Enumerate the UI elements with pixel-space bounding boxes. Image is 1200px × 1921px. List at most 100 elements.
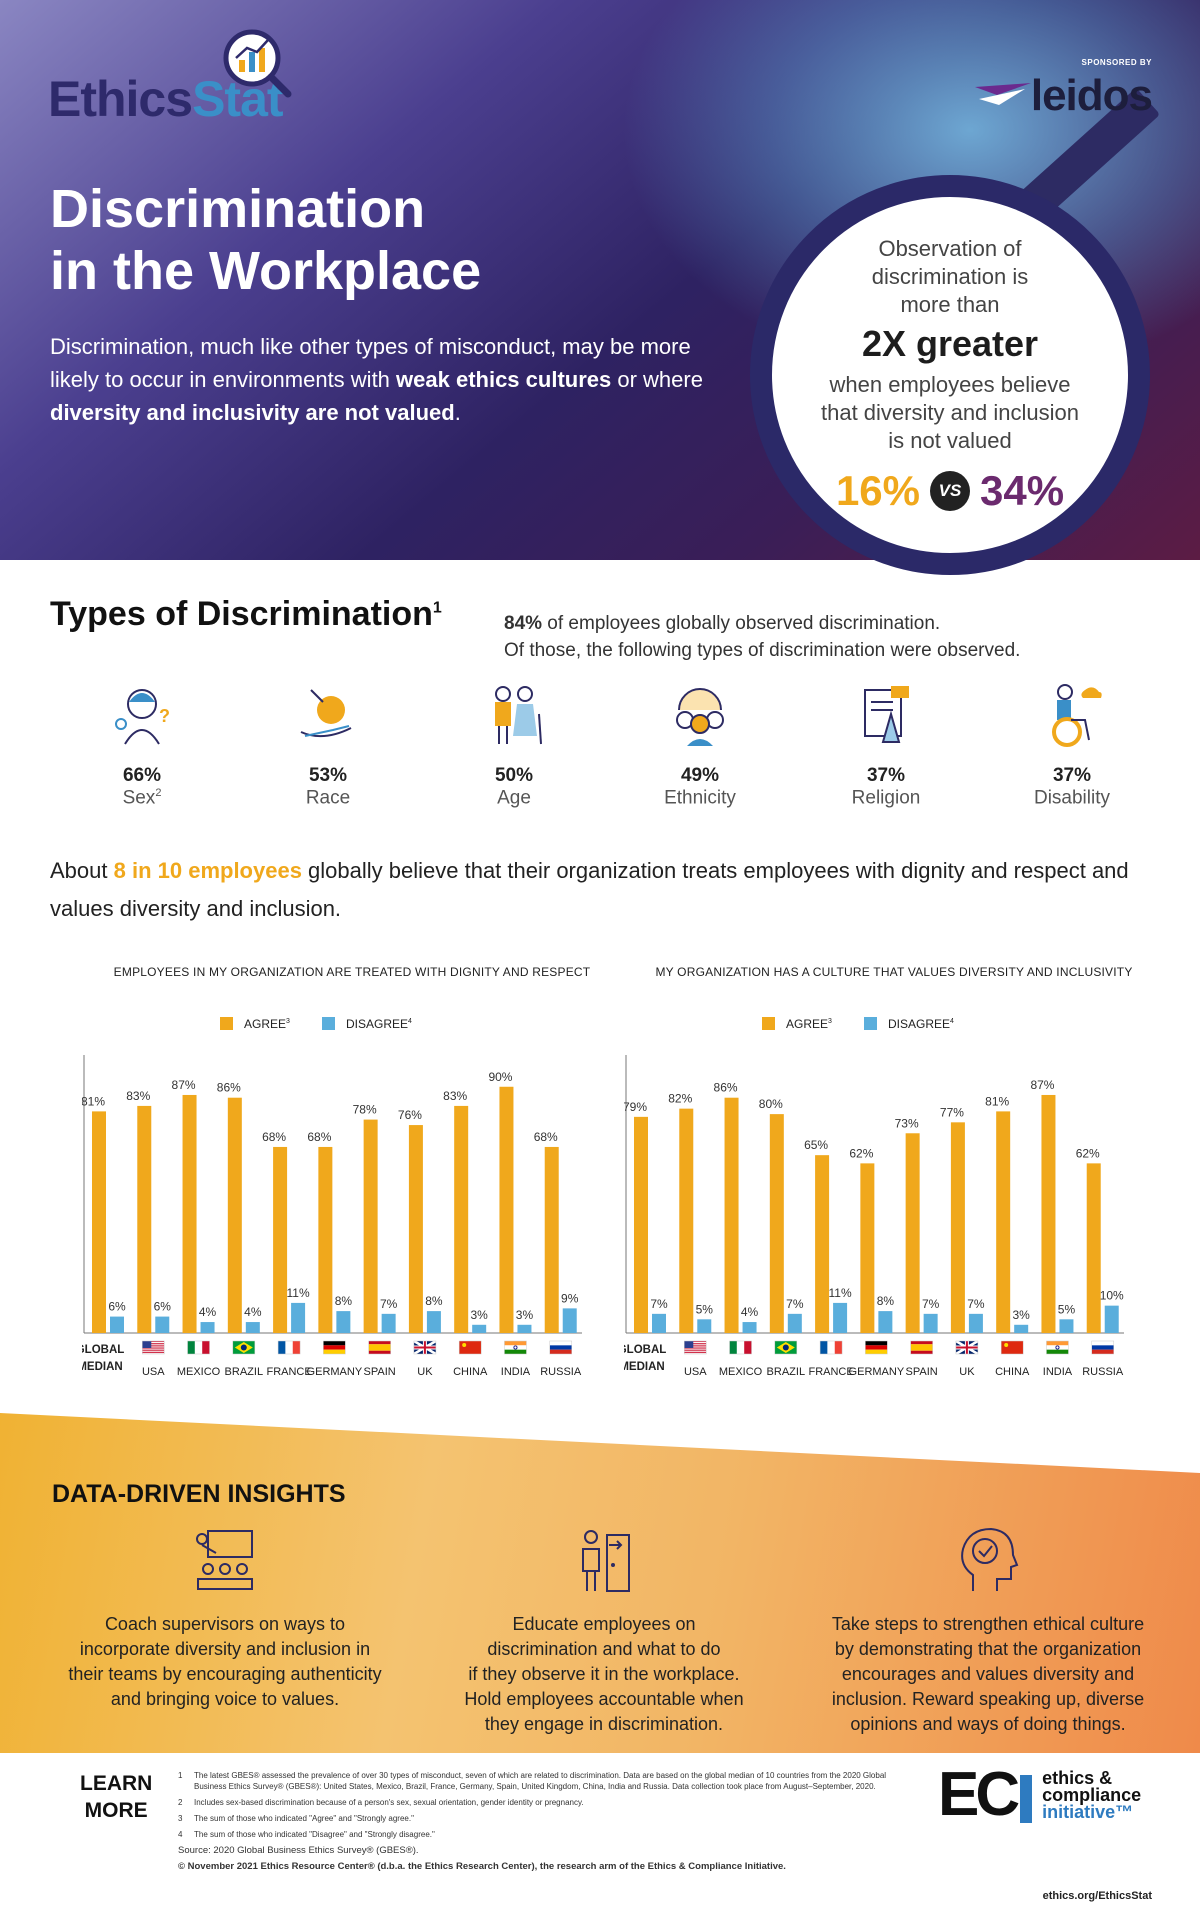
callout-line4: when employees believe (829, 372, 1071, 397)
bar-disagree (291, 1302, 306, 1333)
hand-globe-icon (300, 689, 352, 738)
bar-disagree (833, 1302, 848, 1333)
flag-brazil-icon (774, 1340, 798, 1355)
types-intro: 84% of employees globally observed discr… (504, 610, 1020, 664)
page-title: Discrimination in the Workplace (50, 178, 610, 302)
types-intro-line2: Of those, the following types of discrim… (504, 640, 1021, 661)
type-label: Race (305, 787, 351, 809)
type-pct: 49% (680, 765, 720, 786)
type-label: Disability (1033, 787, 1111, 809)
vs-badge: VS (930, 471, 970, 511)
insight-line: by demonstrating that the organization (834, 1639, 1142, 1659)
bar-value-label: 7% (967, 1297, 985, 1311)
bar-disagree (968, 1313, 983, 1333)
copyright-line: © November 2021 Ethics Resource Center® … (178, 1861, 786, 1872)
category-label: INDIA (1043, 1366, 1073, 1378)
bar-disagree (472, 1324, 487, 1333)
types-title-text: Types of Discrimination (50, 595, 433, 633)
intro-bold-d: diversity and inclusivity are not valued (50, 400, 455, 425)
bar-disagree (652, 1313, 666, 1333)
type-item-ethnicity: 49% Ethnicity (620, 680, 780, 809)
bar-value-label: 73% (895, 1116, 919, 1130)
bar-agree (454, 1105, 469, 1333)
type-label: Sex (122, 787, 156, 809)
title-line2: in the Workplace (50, 241, 482, 301)
leidos-logo-text: leidos (1030, 71, 1153, 120)
source-line: Source: 2020 Global Business Ethics Surv… (178, 1845, 419, 1856)
bar-disagree (923, 1313, 938, 1333)
insight-line: incorporate diversity and inclusion in (79, 1639, 371, 1659)
insight-line: if they observe it in the workplace. (468, 1664, 740, 1684)
types-title-sup: 1 (432, 599, 442, 617)
bar-disagree (381, 1313, 396, 1333)
bar-agree (182, 1094, 197, 1333)
type-label: Religion (851, 787, 921, 809)
bar-value-label: 8% (425, 1294, 443, 1308)
sponsor-label: SPONSORED BY (1081, 58, 1152, 67)
category-label: INDIA (501, 1366, 531, 1378)
bar-value-label: 77% (940, 1105, 964, 1119)
callout-headline: 2X greater (861, 323, 1039, 364)
insight-line: and bringing voice to values. (110, 1689, 340, 1709)
insights-band (0, 1413, 1200, 1753)
svg-text:?: ? (159, 706, 170, 726)
type-pct: 50% (494, 765, 534, 786)
logo-part1: Ethics (48, 71, 193, 127)
wheelchair-icon (1052, 684, 1102, 747)
chart-title: MY ORGANIZATION HAS A CULTURE THAT VALUE… (655, 965, 1133, 979)
types-heading: Types of Discrimination1 (50, 595, 442, 634)
type-item-disability: 37% Disability (992, 680, 1152, 809)
legend-swatch (762, 1017, 775, 1030)
bar-value-label: 87% (1030, 1078, 1054, 1092)
callout-circle: Observation of discrimination is more th… (750, 175, 1150, 575)
eci-bar (1020, 1774, 1033, 1823)
bar-value-label: 6% (108, 1300, 126, 1314)
category-label: SPAIN (364, 1366, 396, 1378)
bar-value-label: 68% (262, 1130, 286, 1144)
type-pct: 53% (308, 765, 348, 786)
type-pct: 66% (122, 765, 162, 786)
flag-mexico-icon (187, 1340, 210, 1355)
bar-agree (769, 1114, 784, 1333)
types-intro-rest: of employees globally observed discrimin… (542, 613, 941, 634)
flag-germany-icon (865, 1340, 888, 1355)
category-label: FRANCE (808, 1366, 853, 1378)
eci-wordmark: ethics & compliance initiative™ (1042, 1769, 1142, 1821)
eci-logo[interactable]: EC ethics & compliance initiative™ (938, 1764, 1142, 1826)
bar-agree (363, 1119, 378, 1333)
bar-value-label: 7% (922, 1297, 940, 1311)
footer-url[interactable]: ethics.org/EthicsStat (1042, 1890, 1152, 1902)
type-pct: 37% (1052, 765, 1092, 786)
eci-line2: compliance (1042, 1784, 1142, 1805)
bar-chart-svg: AGREE3 DISAGREE4 81% 6% GLOBAL MEDIAN 83% 6% USA… (82, 1017, 582, 1378)
bar-disagree (1104, 1305, 1119, 1333)
type-pct: 37% (866, 765, 906, 786)
insight-line: Coach supervisors on ways to (104, 1614, 346, 1634)
bar-value-label: 81% (985, 1094, 1009, 1108)
category-label: BRAZIL (225, 1366, 264, 1378)
category-label: MEDIAN (624, 1361, 665, 1373)
bar-disagree (336, 1311, 351, 1333)
category-label: UK (959, 1366, 975, 1378)
bar-agree (408, 1125, 423, 1333)
legend-label: DISAGREE4 (888, 1017, 954, 1031)
insight-line: opinions and ways of doing things. (850, 1714, 1126, 1734)
category-label: CHINA (995, 1366, 1030, 1378)
bar-value-label: 8% (877, 1294, 895, 1308)
bar-value-label: 80% (759, 1097, 783, 1111)
bar-disagree (742, 1322, 757, 1333)
category-label: GERMANY (307, 1366, 363, 1378)
flag-india-icon (1046, 1340, 1069, 1355)
category-label: RUSSIA (540, 1366, 582, 1378)
footnote: 1 The latest GBES® assessed the prevalenc… (178, 1770, 903, 1792)
bar-disagree (697, 1319, 712, 1333)
bar-value-label: 9% (561, 1291, 579, 1305)
bar-agree (544, 1146, 559, 1333)
learn-line2: MORE (84, 1799, 148, 1822)
legend-swatch (220, 1017, 233, 1030)
flag-france-icon (277, 1340, 301, 1355)
callout-line5: that diversity and inclusion (820, 400, 1080, 425)
bar-value-label: 5% (1058, 1302, 1076, 1316)
insights-title: DATA-DRIVEN INSIGHTS (52, 1480, 346, 1508)
callout-line1: Observation of (878, 236, 1022, 261)
